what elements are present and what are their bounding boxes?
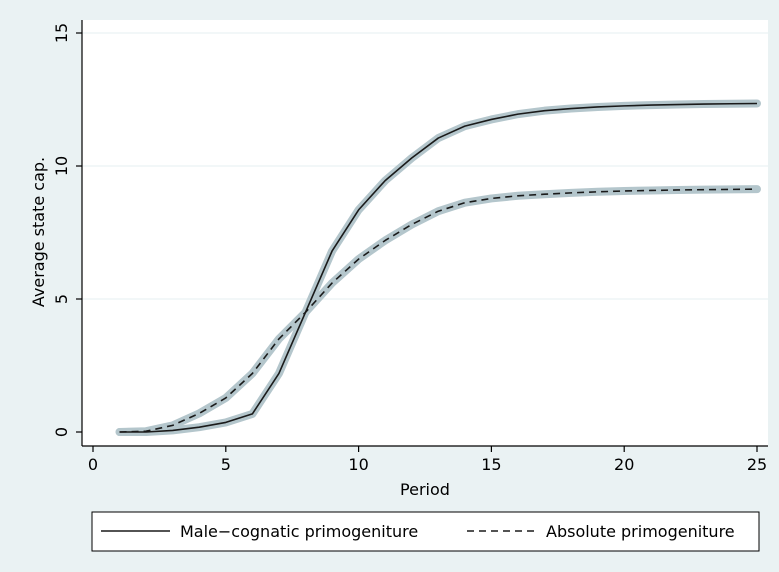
x-ticks: 0 5 10 15 20 25 xyxy=(88,446,767,474)
x-tick-label: 25 xyxy=(747,455,767,474)
series-line-0 xyxy=(119,102,758,433)
legend-label-absolute: Absolute primogeniture xyxy=(546,522,735,541)
plot-area xyxy=(82,20,768,446)
y-tick-label: 15 xyxy=(52,23,71,43)
series-lines xyxy=(119,102,758,433)
x-tick-label: 5 xyxy=(221,455,231,474)
y-axis-title: Average state cap. xyxy=(29,157,48,307)
legend: Male−cognatic primogeniture Absolute pri… xyxy=(91,511,760,552)
y-tick-label: 5 xyxy=(52,294,71,304)
y-tick-label: 0 xyxy=(52,427,71,437)
legend-box xyxy=(91,511,760,552)
x-tick-label: 15 xyxy=(481,455,501,474)
x-tick-label: 20 xyxy=(614,455,634,474)
y-ticks: 0 5 10 15 xyxy=(52,23,82,437)
axes xyxy=(81,20,768,447)
series-line-1 xyxy=(119,188,758,433)
x-tick-label: 10 xyxy=(348,455,368,474)
legend-label-male-cognatic: Male−cognatic primogeniture xyxy=(180,522,418,541)
y-tick-label: 10 xyxy=(52,156,71,176)
gridlines xyxy=(82,32,768,300)
x-tick-label: 0 xyxy=(88,455,98,474)
x-axis-title: Period xyxy=(400,480,450,499)
